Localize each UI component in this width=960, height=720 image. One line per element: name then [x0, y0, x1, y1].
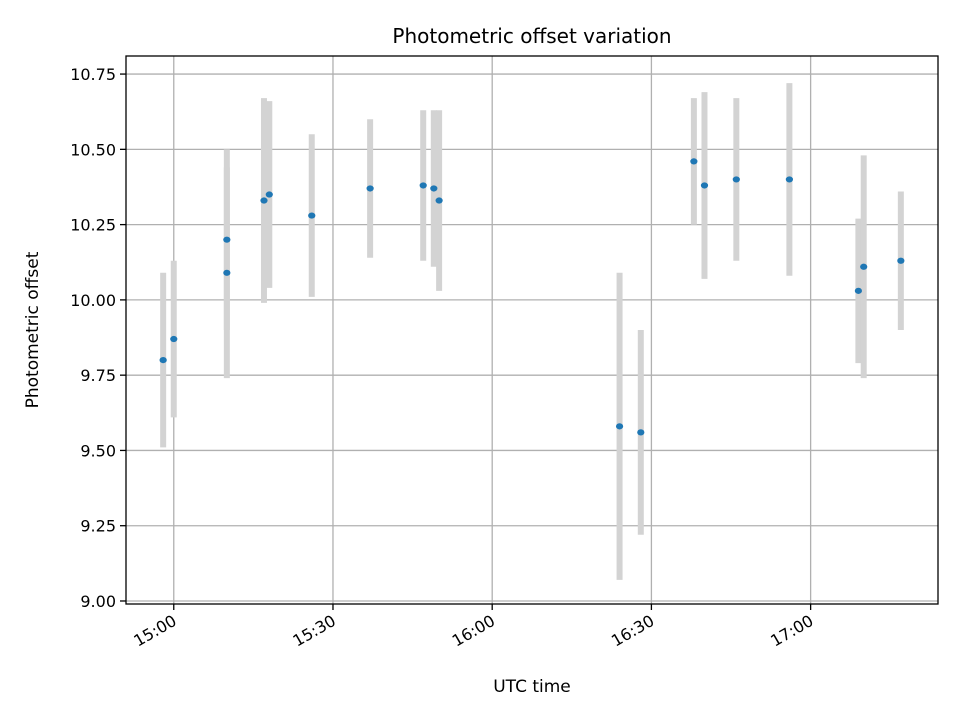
y-axis-label: Photometric offset — [23, 251, 43, 408]
x-axis-label: UTC time — [493, 677, 571, 697]
chart-title: Photometric offset variation — [392, 24, 671, 48]
data-point — [435, 197, 443, 204]
data-point — [860, 263, 868, 270]
y-tick-label: 9.00 — [80, 592, 116, 611]
y-tick-label: 10.25 — [70, 216, 116, 235]
data-point — [159, 357, 167, 364]
data-point — [265, 191, 273, 198]
y-tick-label: 9.50 — [80, 441, 116, 460]
y-axis-ticks: 9.00 9.25 9.50 9.75 10.00 10.25 10.50 10.75 — [70, 65, 126, 611]
data-point — [785, 176, 793, 183]
data-points — [159, 158, 905, 436]
y-tick-label: 10.75 — [70, 65, 116, 84]
y-tick-label: 9.75 — [80, 366, 116, 385]
data-point — [637, 429, 645, 436]
data-point — [430, 185, 438, 192]
data-point — [308, 212, 316, 219]
data-point — [690, 158, 698, 165]
y-tick-label: 10.00 — [70, 291, 116, 310]
data-point — [854, 287, 862, 294]
data-point — [260, 197, 268, 204]
data-point — [732, 176, 740, 183]
data-point — [700, 182, 709, 189]
plot-frame — [125, 55, 939, 605]
data-point — [419, 182, 427, 189]
y-tick-label: 9.25 — [80, 517, 116, 536]
data-point — [897, 257, 905, 264]
data-point — [615, 423, 624, 430]
data-point — [366, 185, 374, 192]
data-point — [170, 335, 178, 343]
y-tick-label: 10.50 — [70, 140, 116, 159]
data-point — [223, 236, 231, 243]
data-point — [223, 269, 231, 276]
